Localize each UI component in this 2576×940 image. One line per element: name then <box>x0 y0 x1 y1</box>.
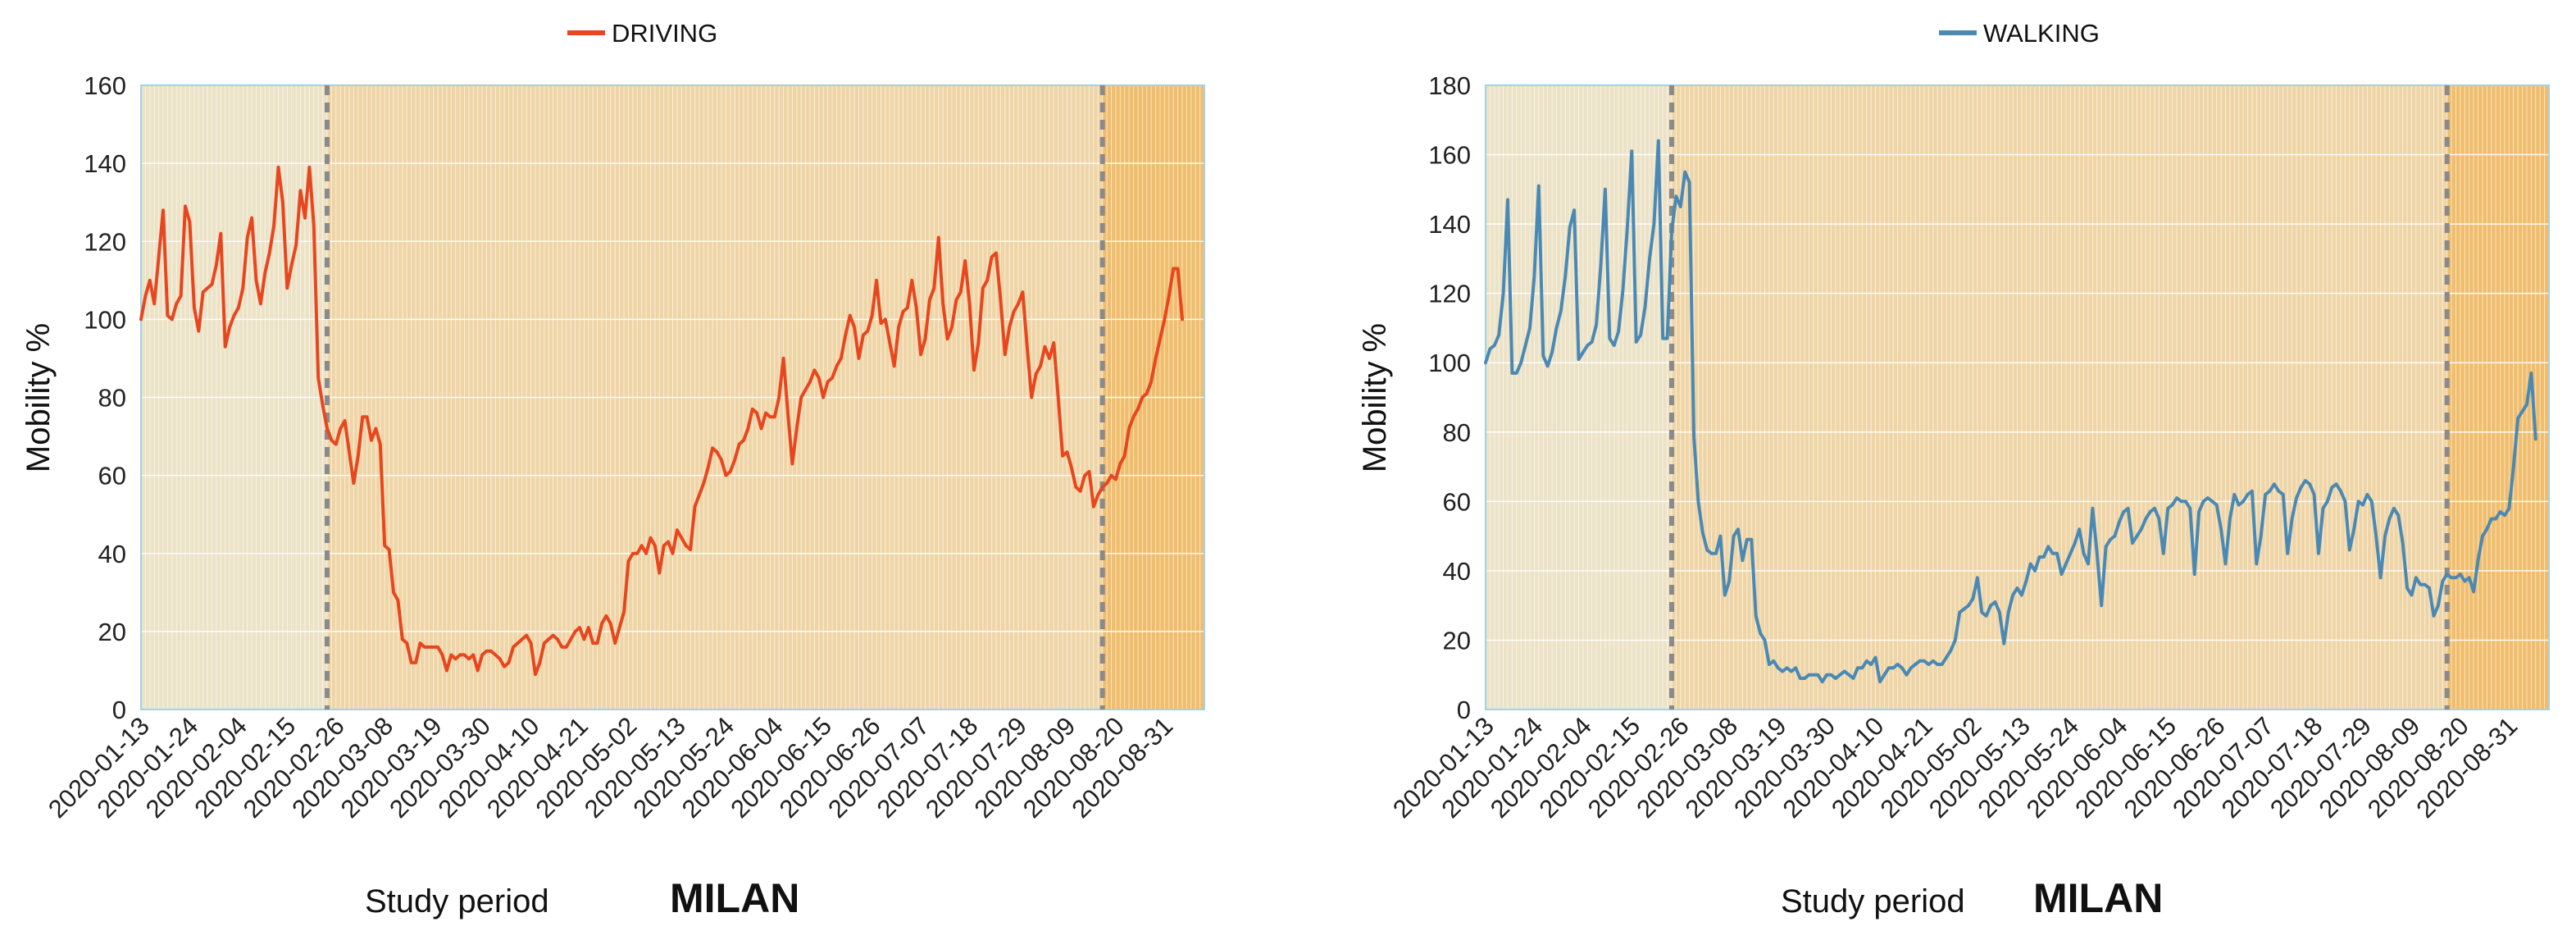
driving-y-tick-label: 80 <box>98 384 126 413</box>
driving-gridlines <box>141 84 1204 710</box>
driving-y-tick-label: 120 <box>84 227 126 256</box>
walking-y-tick-label: 60 <box>1443 487 1471 516</box>
driving-y-tick-label: 140 <box>84 149 126 178</box>
walking-legend: WALKING <box>1939 19 2100 48</box>
walking-series-line <box>1484 139 2537 684</box>
walking-chart: WALKING 0 20 40 60 80 100 120 140 160 180 2020-01… <box>1357 19 2550 921</box>
walking-y-axis-ticks: 0 20 40 60 80 100 120 140 160 180 <box>1428 71 1471 724</box>
walking-y-tick-label: 160 <box>1428 141 1471 170</box>
driving-y-tick-label: 20 <box>98 618 126 646</box>
walking-x-axis-ticks: 2020-01-132020-01-242020-02-042020-02-15… <box>1387 711 2523 824</box>
walking-phase-2-band <box>1671 85 2447 710</box>
walking-x-axis-title: Study period <box>1781 883 1965 919</box>
walking-y-tick-label: 180 <box>1428 71 1471 100</box>
driving-legend-label: DRIVING <box>612 19 717 48</box>
driving-y-tick-label: 40 <box>98 540 126 568</box>
driving-city-label: MILAN <box>670 875 799 921</box>
walking-plot-frame <box>1485 84 2550 710</box>
driving-x-axis-ticks: 2020-01-132020-01-242020-02-042020-02-15… <box>43 711 1178 824</box>
walking-gridlines <box>1486 84 2549 710</box>
driving-plot-frame <box>140 84 1205 710</box>
driving-y-axis-ticks: 0 20 40 60 80 100 120 140 160 <box>84 71 126 724</box>
walking-y-tick-label: 80 <box>1443 418 1471 447</box>
driving-y-tick-label: 60 <box>98 462 126 491</box>
driving-chart: DRIVING 0 20 40 60 80 100 120 140 160 2020-01-13… <box>20 19 1205 921</box>
walking-y-tick-label: 0 <box>1457 696 1471 724</box>
walking-city-label: MILAN <box>2033 875 2163 921</box>
driving-series-line <box>139 165 1184 677</box>
walking-phase-dividers <box>1668 85 2450 710</box>
walking-y-tick-label: 120 <box>1428 280 1471 308</box>
walking-y-tick-label: 20 <box>1443 626 1471 655</box>
driving-y-tick-label: 100 <box>84 305 126 334</box>
driving-x-axis-title: Study period <box>365 883 549 919</box>
driving-legend: DRIVING <box>567 19 717 48</box>
walking-y-tick-label: 40 <box>1443 557 1471 586</box>
walking-y-axis-title: Mobility % <box>1357 323 1393 472</box>
walking-legend-label: WALKING <box>1983 19 2100 48</box>
walking-y-tick-label: 100 <box>1428 349 1471 377</box>
driving-phase-dividers <box>324 85 1105 710</box>
driving-y-tick-label: 0 <box>112 696 126 724</box>
walking-y-tick-label: 140 <box>1428 210 1471 239</box>
driving-y-axis-title: Mobility % <box>20 323 57 472</box>
driving-y-tick-label: 160 <box>84 71 126 100</box>
